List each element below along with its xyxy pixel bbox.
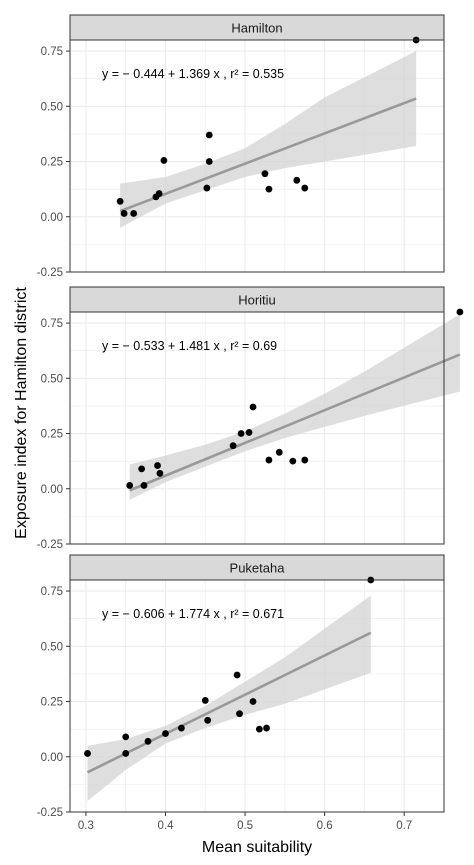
data-point — [138, 465, 146, 473]
y-tick-label: -0.25 — [37, 539, 63, 551]
data-point — [84, 750, 91, 757]
panel-border — [69, 579, 445, 813]
data-point — [140, 482, 148, 489]
regression-line — [119, 97, 417, 213]
y-tick-label: 0.75 — [41, 318, 63, 330]
regression-equation: y = − 0.444 + 1.369 x , r² = 0.535 — [102, 67, 284, 81]
strip-label: Puketaha — [230, 561, 286, 576]
data-point — [116, 197, 124, 205]
data-point — [205, 158, 213, 165]
x-tick-label: 0.4 — [157, 820, 174, 832]
data-point — [122, 750, 130, 757]
data-point — [201, 697, 209, 704]
data-point — [160, 157, 168, 164]
confidence-band — [87, 595, 371, 801]
strip-background — [69, 286, 445, 313]
y-tick-label: -0.25 — [37, 267, 63, 279]
data-point — [293, 176, 301, 184]
data-point — [301, 456, 309, 464]
data-point — [255, 725, 263, 733]
regression-equation: y = − 0.533 + 1.481 x , r² = 0.69 — [102, 339, 277, 353]
data-point — [203, 184, 211, 192]
x-axis-title: Mean suitability — [202, 839, 312, 856]
data-point — [130, 210, 138, 217]
y-tick-label: 0.00 — [41, 752, 63, 764]
data-point — [126, 482, 134, 489]
data-point — [229, 442, 237, 450]
y-tick-label: 0.00 — [41, 212, 63, 224]
data-point — [249, 698, 257, 705]
data-point — [237, 430, 245, 437]
y-tick-label: 0.25 — [41, 697, 63, 709]
panel-horitiu: Horitiu y = − 0.533 + 1.481 x , r² = 0.69… — [37, 286, 464, 551]
x-tick-label: 0.5 — [237, 820, 253, 832]
y-tick-label: 0.50 — [41, 101, 63, 113]
data-point — [122, 733, 130, 741]
y-tick-label: 0.25 — [41, 429, 63, 441]
data-point — [249, 403, 257, 411]
data-point — [204, 716, 212, 724]
panel-border — [69, 39, 445, 273]
strip-label: Hamilton — [231, 21, 282, 36]
data-point — [233, 671, 241, 679]
x-axis: 0.3 0.4 0.5 0.6 0.7 — [78, 812, 412, 832]
y-tick-label: 0.50 — [41, 373, 63, 385]
data-point — [289, 457, 297, 465]
data-point — [120, 210, 128, 217]
data-point — [156, 469, 164, 477]
x-tick-label: 0.3 — [78, 820, 94, 832]
data-point — [245, 429, 253, 436]
regression-equation: y = − 0.606 + 1.774 x , r² = 0.671 — [102, 607, 284, 621]
data-point — [261, 170, 269, 178]
regression-line — [86, 631, 372, 774]
data-point — [162, 730, 169, 737]
y-tick-label: 0.75 — [41, 586, 63, 598]
data-point — [275, 448, 283, 456]
data-point — [456, 308, 464, 316]
data-point — [265, 456, 273, 464]
data-point — [155, 190, 163, 197]
y-axis-title: Exposure index for Hamilton district — [13, 287, 30, 539]
panel-puketaha: Puketaha y = − 0.606 + 1.774 x , r² = 0.6… — [37, 554, 445, 819]
y-tick-label: 0.25 — [41, 157, 63, 169]
data-point — [265, 185, 273, 193]
y-tick-label: 0.50 — [41, 641, 63, 653]
y-tick-label: 0.00 — [41, 484, 63, 496]
strip-background — [69, 14, 445, 41]
panel-hamilton: Hamilton y = − 0.444 + 1.369 x , r² = 0.5… — [37, 14, 445, 279]
data-point — [263, 724, 270, 732]
data-point — [236, 710, 243, 718]
data-point — [144, 737, 152, 745]
confidence-band — [129, 314, 460, 500]
data-point — [205, 131, 213, 139]
data-point — [154, 462, 161, 469]
strip-label: Horitiu — [238, 293, 276, 308]
strip-background — [69, 554, 445, 581]
data-point — [301, 184, 309, 192]
panel-border — [69, 311, 445, 545]
panels: Hamilton y = − 0.444 + 1.369 x , r² = 0.5… — [37, 14, 464, 819]
regression-line — [129, 353, 461, 492]
x-tick-label: 0.7 — [396, 820, 412, 832]
data-point — [178, 724, 185, 732]
x-tick-label: 0.6 — [317, 820, 333, 832]
y-tick-label: -0.25 — [37, 807, 63, 819]
y-tick-label: 0.75 — [41, 46, 63, 58]
